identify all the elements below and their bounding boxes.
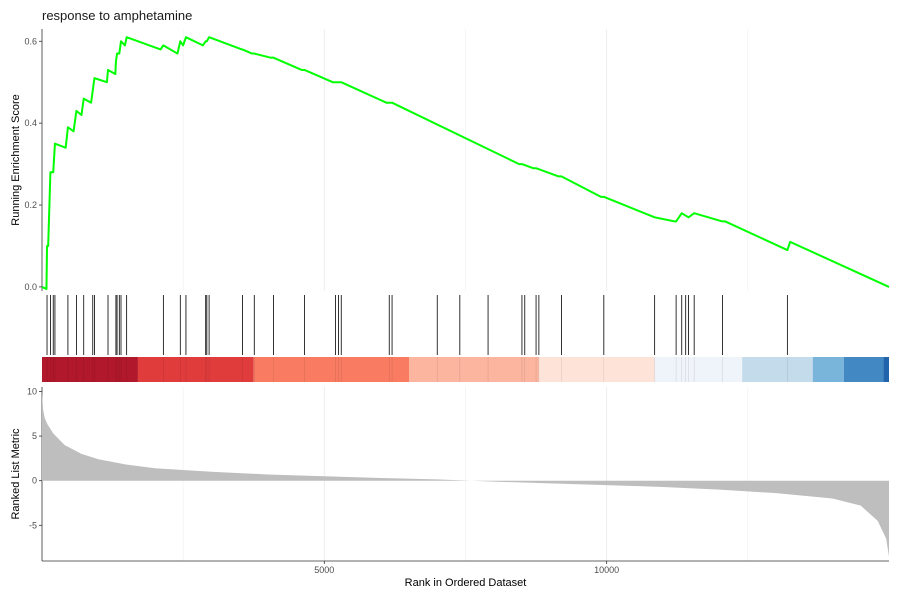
metric-y-tick-label: 10 xyxy=(27,386,37,396)
es-panel-grid xyxy=(182,29,749,291)
color-bar-segment xyxy=(883,357,889,382)
metric-y-tick-label: 0 xyxy=(32,476,37,486)
metric-y-tick-label: 5 xyxy=(32,431,37,441)
metric-panel-axes: -5 0 5 10 5000 10000 xyxy=(27,386,889,575)
es-panel xyxy=(41,36,890,290)
ranked-metric-area xyxy=(42,391,889,557)
color-bar-segment xyxy=(742,357,813,382)
es-y-tick-label: 0.6 xyxy=(24,36,37,46)
metric-y-axis-title: Ranked List Metric xyxy=(10,428,22,520)
chart-title: response to amphetamine xyxy=(42,8,193,23)
x-axis-title: Rank in Ordered Dataset xyxy=(405,577,527,589)
x-tick-label: 5000 xyxy=(314,565,334,575)
metric-panel-grid xyxy=(182,387,749,561)
es-y-axis-title: Running Enrichment Score xyxy=(10,94,22,225)
es-y-tick-label: 0.2 xyxy=(24,200,37,210)
color-bar-segment xyxy=(654,357,743,382)
color-bar-segment xyxy=(253,357,410,382)
metric-panel xyxy=(42,391,889,557)
running-es-line xyxy=(41,36,890,290)
color-bar-segment xyxy=(812,357,844,382)
x-tick-label: 10000 xyxy=(594,565,619,575)
gene-hit-markers xyxy=(46,295,788,382)
metric-y-tick-label: -5 xyxy=(29,520,37,530)
es-y-tick-label: 0.0 xyxy=(24,282,37,292)
rank-color-bar xyxy=(42,357,889,382)
color-bar-segment xyxy=(843,357,884,382)
color-bar-segment xyxy=(409,357,539,382)
es-panel-axes: 0.0 0.2 0.4 0.6 xyxy=(24,29,43,292)
color-bar-segment xyxy=(137,357,254,382)
color-bar-segment xyxy=(538,357,655,382)
color-bar-segment xyxy=(42,357,138,382)
es-y-tick-label: 0.4 xyxy=(24,118,37,128)
